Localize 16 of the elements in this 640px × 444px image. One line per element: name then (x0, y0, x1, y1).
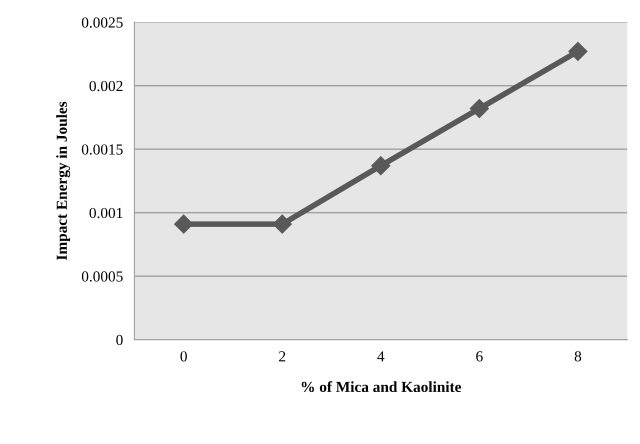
x-tick-label: 2 (279, 351, 286, 362)
y-tick-label: 0.001 (89, 208, 122, 218)
y-tick-label: 0.002 (89, 80, 122, 92)
y-axis-title: Impact Energy in Joules (56, 102, 70, 260)
x-tick-label: 6 (476, 351, 483, 362)
y-tick-label: 0.0025 (82, 17, 123, 28)
x-tick-label: 0 (180, 351, 187, 362)
point (371, 156, 390, 176)
y-tick-label: 0 (116, 334, 123, 346)
x-axis-title: % of Mica and Kaolinite (302, 381, 462, 392)
x-tick-label: 8 (574, 351, 582, 362)
point (470, 99, 489, 118)
x-tick-label: 4 (377, 351, 384, 362)
point (568, 42, 588, 61)
y-tick-label: 0.0005 (82, 271, 123, 282)
y-tick-label: 0.0015 (82, 144, 123, 155)
